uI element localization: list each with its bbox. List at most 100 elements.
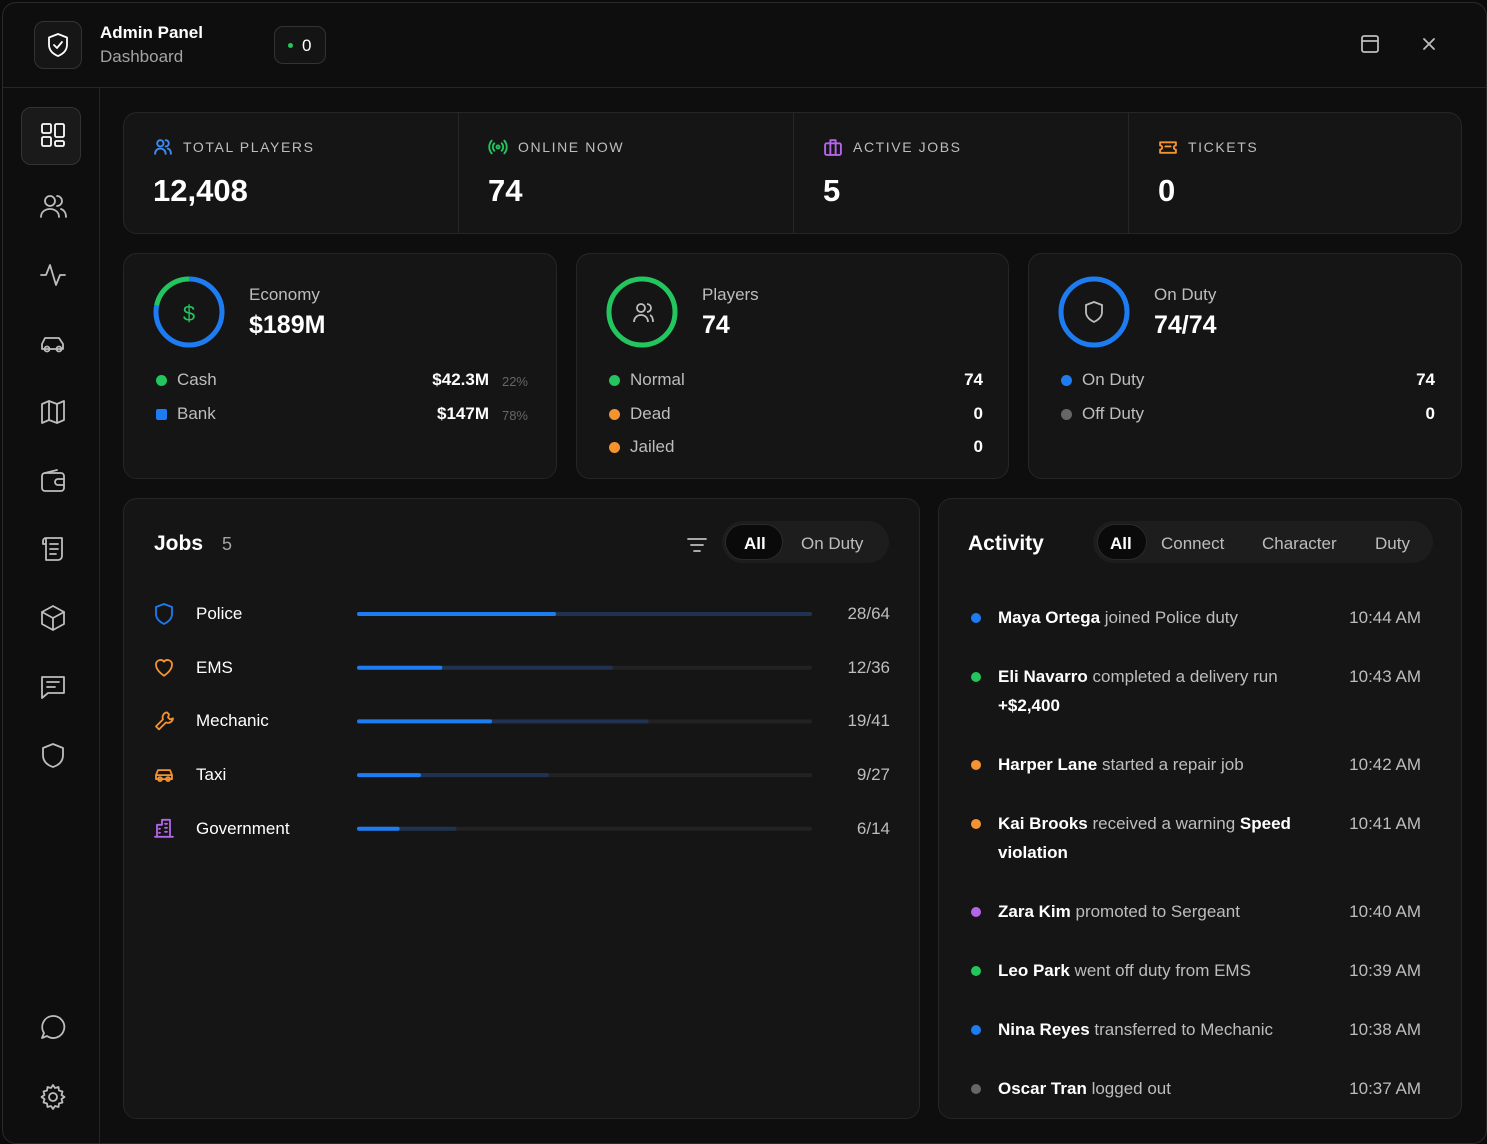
nav-activity[interactable] [38,260,68,290]
legend-count: 74 [1416,370,1435,389]
svg-text:$: $ [183,301,195,326]
activity-feed: Maya Ortega joined Police duty 10:44 AM E… [963,603,1423,1103]
card-title: Players [702,285,759,304]
job-icon [154,818,174,838]
legend-count: 0 [973,437,983,456]
app-subtitle: Dashboard [100,47,184,66]
activity-text: Kai Brooks received a warning Speed viol… [998,809,1313,867]
duty-card [1028,253,1462,479]
activity-card [938,498,1462,1119]
nav-security[interactable] [38,740,68,770]
job-name: EMS [196,657,233,677]
close-button[interactable] [1418,33,1440,55]
job-count: 9/27 [856,765,890,785]
action: logged out [1091,1079,1171,1098]
header [3,3,1486,88]
actor-name: Leo Park [998,961,1070,980]
nav-reports[interactable] [38,672,68,702]
actor-name: Zara Kim [998,902,1071,921]
activity-item: Leo Park went off duty from EMS 10:39 AM [963,956,1423,985]
action: went off duty from EMS [1074,961,1251,980]
nav-logs[interactable] [38,534,68,564]
legend-label: Jailed [630,437,675,456]
filter-tab[interactable]: On Duty [801,534,864,553]
activity-item: Zara Kim promoted to Sergeant 10:40 AM [963,897,1423,926]
activity-text: Oscar Tran logged out [998,1074,1313,1103]
legend-label: Normal [630,370,685,389]
activity-item: Nina Reyes transferred to Mechanic 10:38… [963,1015,1423,1044]
players-card [576,253,1009,479]
nav-wallet[interactable] [38,466,68,496]
activity-text: Zara Kim promoted to Sergeant [998,897,1313,926]
activity-time: 10:44 AM [1349,608,1421,627]
legend-dot [609,442,620,453]
activity-tabs [1093,521,1433,563]
filter-button[interactable] [684,532,710,558]
actor-name: Eli Navarro [998,667,1088,686]
action: joined Police duty [1104,608,1239,627]
legend-dot [1061,408,1072,420]
activity-tab[interactable]: All [1110,534,1132,553]
action: promoted to Sergeant [1075,902,1240,921]
activity-tab[interactable]: Character [1262,534,1337,553]
action: started a repair job [1101,755,1244,774]
nav-map[interactable] [38,397,68,427]
activity-tab[interactable]: Duty [1375,534,1410,553]
stat-value: 12,408 [153,173,248,208]
nav-active[interactable] [21,107,81,165]
nav-players[interactable] [38,191,68,221]
app-title: Admin Panel [100,23,203,42]
action: received a warning [1092,814,1236,833]
job-count: 19/41 [847,711,890,731]
card-title: Economy [249,285,320,304]
activity-text: Eli Navarro completed a delivery run +$2… [998,662,1313,720]
job-name: Government [196,818,290,838]
job-icon [155,711,174,731]
nav-vehicles[interactable] [38,329,68,359]
legend-count: 74 [964,370,983,389]
job-name: Mechanic [196,711,269,731]
jobs-count: 5 [222,534,233,554]
nav-settings[interactable] [38,1082,68,1112]
legend-label: On Duty [1082,370,1145,389]
jobs-title: Jobs [154,532,204,555]
activity-text: Maya Ortega joined Police duty [998,603,1313,632]
stat-value: 74 [488,173,523,208]
job-name: Taxi [196,765,227,785]
actor-name: Nina Reyes [998,1020,1090,1039]
activity-dot [971,672,981,682]
activity-item: Maya Ortega joined Police duty 10:44 AM [963,603,1423,632]
maximize-button[interactable] [1359,33,1381,55]
stat-divider [458,113,459,233]
actor-name: Oscar Tran [998,1079,1087,1098]
nav-chat[interactable] [38,1012,68,1042]
status-badge[interactable]: 0 [274,26,326,64]
activity-text: Leo Park went off duty from EMS [998,956,1313,985]
legend-count: 0 [973,403,983,423]
job-icon [155,769,173,782]
action: transferred to Mechanic [1094,1020,1273,1039]
job-count: 28/64 [847,604,890,623]
legend-label: Bank [177,403,216,423]
filter-tab[interactable]: All [744,534,766,553]
activity-text: Harper Lane started a repair job [998,750,1313,779]
activity-dot [971,1025,981,1035]
nav-items[interactable] [38,603,68,633]
actor-name: Harper Lane [998,755,1098,774]
action: completed a delivery run [1092,667,1278,686]
job-icon [155,603,173,625]
stat-icon [488,139,508,155]
jobs-bars [154,603,812,838]
nav-dashboard[interactable] [38,120,68,150]
activity-title: Activity [968,532,1044,555]
ring-segment [1058,276,1130,348]
activity-dot [971,1084,981,1094]
activity-dot [971,819,981,829]
detail: Speed violation [998,814,1291,862]
stat-label: ONLINE NOW [518,139,625,155]
legend-dot [156,375,167,386]
legend-count: 0 [1425,403,1435,423]
activity-tab[interactable]: Connect [1161,534,1225,553]
activity-dot [971,760,981,770]
activity-time: 10:42 AM [1349,755,1421,774]
